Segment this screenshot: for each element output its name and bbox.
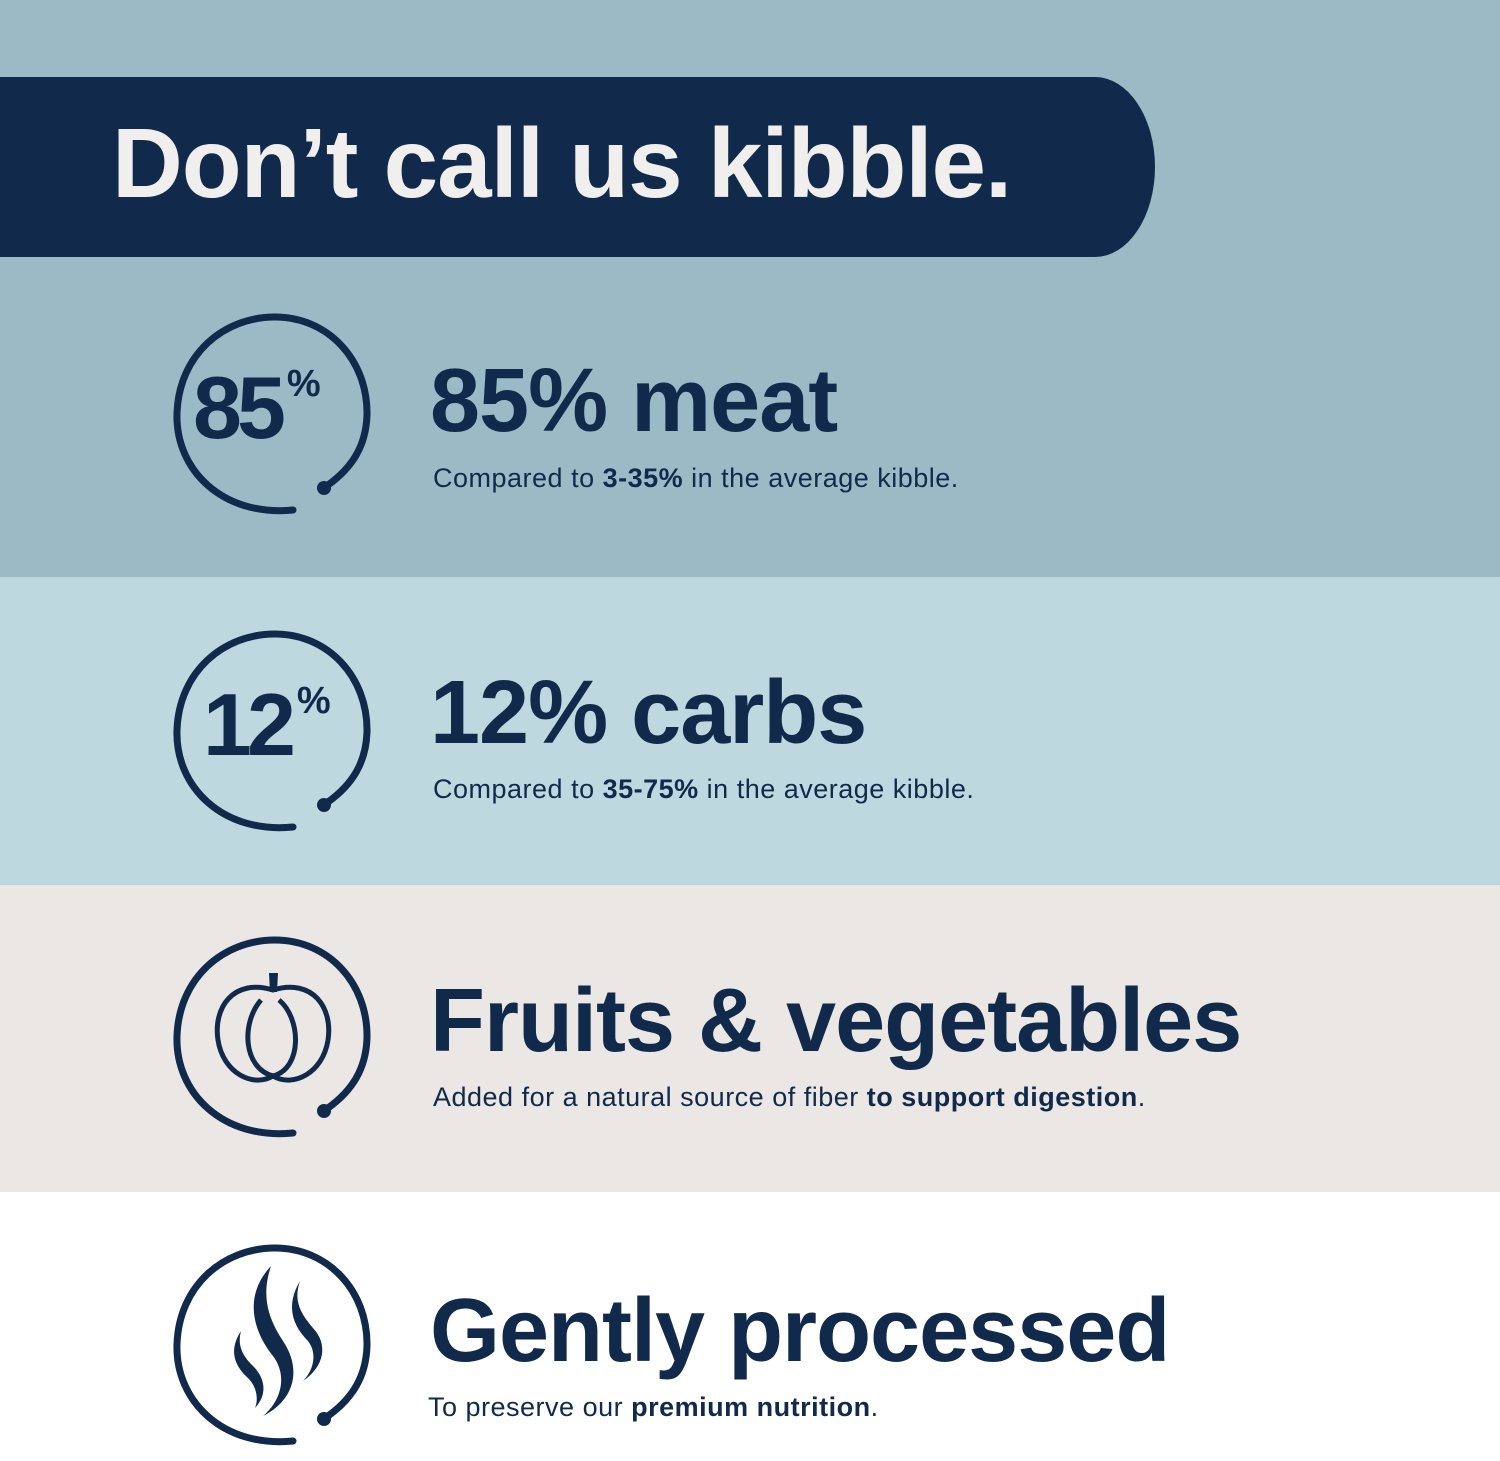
feature-headline-carbs: 12% carbs bbox=[430, 663, 867, 763]
section-carbs-background bbox=[0, 577, 1500, 885]
badge-number: 12% bbox=[203, 675, 331, 774]
swirl-dot bbox=[317, 1104, 331, 1118]
badge-number: 85% bbox=[193, 358, 321, 457]
page-title: Don’t call us kibble. bbox=[112, 108, 1012, 218]
feature-subtext-carbs: Compared to 35-75% in the average kibble… bbox=[433, 774, 975, 804]
swirl-ring bbox=[173, 313, 371, 515]
feature-headline-meat: 85% meat bbox=[430, 351, 838, 451]
feature-subtext-meat: Compared to 3-35% in the average kibble. bbox=[433, 463, 959, 493]
feature-subtext-fruits: Added for a natural source of fiber to s… bbox=[433, 1082, 1146, 1112]
steam-icon bbox=[163, 1236, 383, 1456]
percent-85-badge-icon: 85% bbox=[163, 305, 383, 525]
swirl-ring bbox=[173, 1244, 371, 1446]
swirl-ring bbox=[173, 936, 371, 1138]
percent-12-badge-icon: 12% bbox=[163, 622, 383, 842]
swirl-ring bbox=[173, 630, 371, 832]
feature-headline-processed: Gently processed bbox=[430, 1281, 1170, 1381]
pumpkin-icon bbox=[163, 928, 383, 1148]
feature-subtext-processed: To preserve our premium nutrition. bbox=[428, 1392, 879, 1422]
feature-headline-fruits: Fruits & vegetables bbox=[430, 971, 1242, 1071]
swirl-dot bbox=[317, 798, 331, 812]
swirl-dot bbox=[317, 481, 331, 495]
title-banner: Don’t call us kibble. bbox=[0, 77, 1155, 257]
section-processed-background bbox=[0, 1192, 1500, 1446]
swirl-dot bbox=[317, 1412, 331, 1426]
